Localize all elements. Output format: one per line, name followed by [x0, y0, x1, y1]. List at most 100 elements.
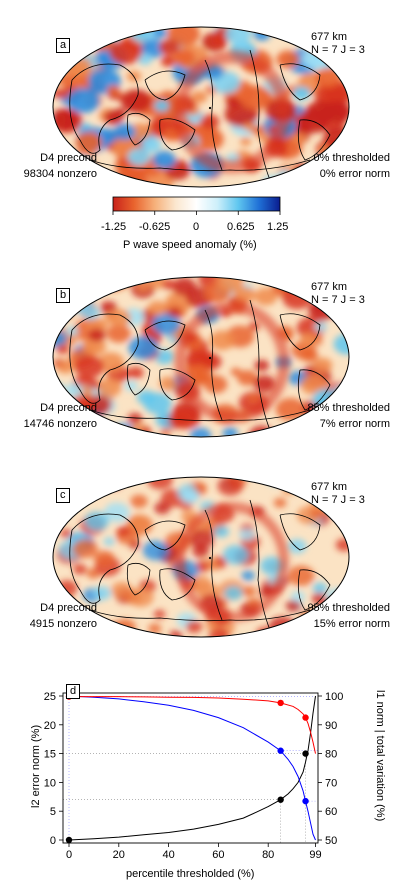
anomaly-blob — [194, 483, 207, 493]
anomaly-blob — [128, 587, 154, 608]
anomaly-blob — [294, 628, 309, 637]
pole-marker — [208, 106, 212, 110]
coastlines — [69, 49, 331, 181]
anomaly-blob — [60, 70, 90, 93]
anomaly-blob — [168, 307, 182, 317]
coastline-path — [279, 313, 321, 351]
anomaly-blob — [256, 626, 273, 637]
series-marker-1 — [302, 797, 309, 805]
coastline-path — [144, 520, 186, 551]
y-left-tick-label: 15 — [44, 749, 56, 761]
anomaly-blob — [222, 545, 249, 565]
anomaly-blob — [215, 277, 244, 293]
x-tick-label: 20 — [113, 849, 125, 861]
anomaly-blob — [260, 556, 285, 576]
panel-label-d: d — [66, 684, 81, 699]
series-marker-0 — [302, 750, 309, 757]
colorbar-gradient — [112, 196, 281, 215]
coastline-path — [144, 70, 186, 101]
anomaly-blob — [159, 376, 178, 391]
coastline-path — [144, 320, 186, 351]
anomaly-blob — [60, 528, 73, 539]
anomaly-blob — [224, 586, 243, 601]
series-marker-2 — [277, 699, 284, 707]
colorbar-tick-3: 0.625 — [227, 221, 255, 233]
anomaly-blob — [106, 477, 123, 489]
y-left-tick-label: 5 — [50, 806, 56, 818]
anomaly-blob — [213, 525, 230, 538]
anomaly-blob — [127, 413, 143, 425]
anomaly-blob — [185, 620, 203, 633]
anomaly-blob — [60, 309, 74, 320]
anomaly-blob — [151, 312, 181, 335]
error-norm-label-b: 7% error norm — [319, 418, 390, 430]
precond-label-a: D4 precond — [40, 152, 97, 164]
series-marker-0 — [65, 836, 73, 844]
error-norm-label-c: 15% error norm — [313, 618, 390, 630]
anomaly-blob — [82, 337, 107, 356]
anomaly-blob — [311, 592, 327, 605]
nonzero-label-a: 98304 nonzero — [23, 168, 97, 180]
anomaly-blob — [185, 348, 214, 371]
anomaly-blob — [73, 564, 87, 575]
anomaly-blob — [190, 575, 212, 592]
anomaly-blob — [103, 502, 130, 523]
coastline-path — [69, 313, 139, 404]
anomaly-blob — [127, 148, 151, 166]
x-tick-label: 60 — [212, 849, 224, 861]
anomaly-blob — [254, 287, 278, 306]
anomaly-blob — [236, 43, 248, 52]
anomaly-blob — [91, 481, 103, 491]
anomaly-blob — [136, 390, 156, 405]
anomaly-blob — [88, 328, 106, 342]
coastline-path — [159, 118, 196, 151]
coastline-path — [297, 369, 331, 411]
anomaly-blob — [72, 539, 98, 559]
anomaly-blob — [208, 627, 230, 637]
anomaly-blob — [280, 430, 297, 437]
series-marker-0 — [277, 796, 284, 803]
anomaly-blob — [292, 86, 311, 101]
anomaly-blob — [129, 515, 151, 532]
panel-label-b: b — [56, 288, 71, 303]
colorbar-tick-2: 0 — [193, 221, 200, 233]
coastlines — [69, 299, 331, 431]
x-tick-label: 99 — [309, 849, 321, 861]
anomaly-blob — [129, 123, 152, 141]
anomaly-blob — [193, 127, 224, 151]
anomaly-blob — [141, 137, 162, 153]
params-label-b: N = 7 J = 3 — [311, 294, 365, 306]
anomaly-blob — [154, 501, 171, 515]
anomaly-blob — [108, 309, 131, 327]
pacific-ring-anomaly — [173, 50, 291, 174]
anomaly-blob — [230, 367, 242, 377]
colorbar-label: P wave speed anomaly (%) — [123, 239, 257, 251]
anomaly-blob — [154, 349, 175, 365]
anomaly-blob — [240, 85, 272, 110]
anomaly-blob — [225, 96, 240, 108]
anomaly-blob — [248, 321, 261, 331]
anomaly-blob — [81, 305, 100, 320]
colorbar: -1.25 -0.625 0 0.625 1.25 P wave speed a… — [0, 195, 403, 255]
y-right-tick-label: 80 — [325, 749, 337, 761]
anomaly-blob — [158, 39, 180, 56]
plot-frame — [62, 692, 319, 844]
nonzero-label-c: 4915 nonzero — [29, 618, 97, 630]
anomaly-blob — [109, 39, 143, 65]
anomaly-blob — [238, 528, 255, 541]
series-marker-1 — [277, 747, 284, 754]
coastline-path — [249, 299, 271, 431]
anomaly-blob — [300, 374, 327, 395]
y-right-tick-label: 100 — [325, 691, 343, 703]
anomaly-blob — [106, 85, 121, 96]
anomaly-blob — [148, 623, 162, 634]
params-label-c: N = 7 J = 3 — [311, 494, 365, 506]
anomaly-blob — [314, 321, 328, 332]
anomaly-blob — [106, 324, 131, 343]
anomaly-blob — [88, 379, 100, 389]
anomaly-blob — [114, 619, 137, 636]
anomaly-blob — [160, 55, 176, 67]
y-right-tick-label: 70 — [325, 777, 337, 789]
coastline-path — [69, 513, 139, 604]
depth-label-a: 677 km — [311, 31, 348, 43]
